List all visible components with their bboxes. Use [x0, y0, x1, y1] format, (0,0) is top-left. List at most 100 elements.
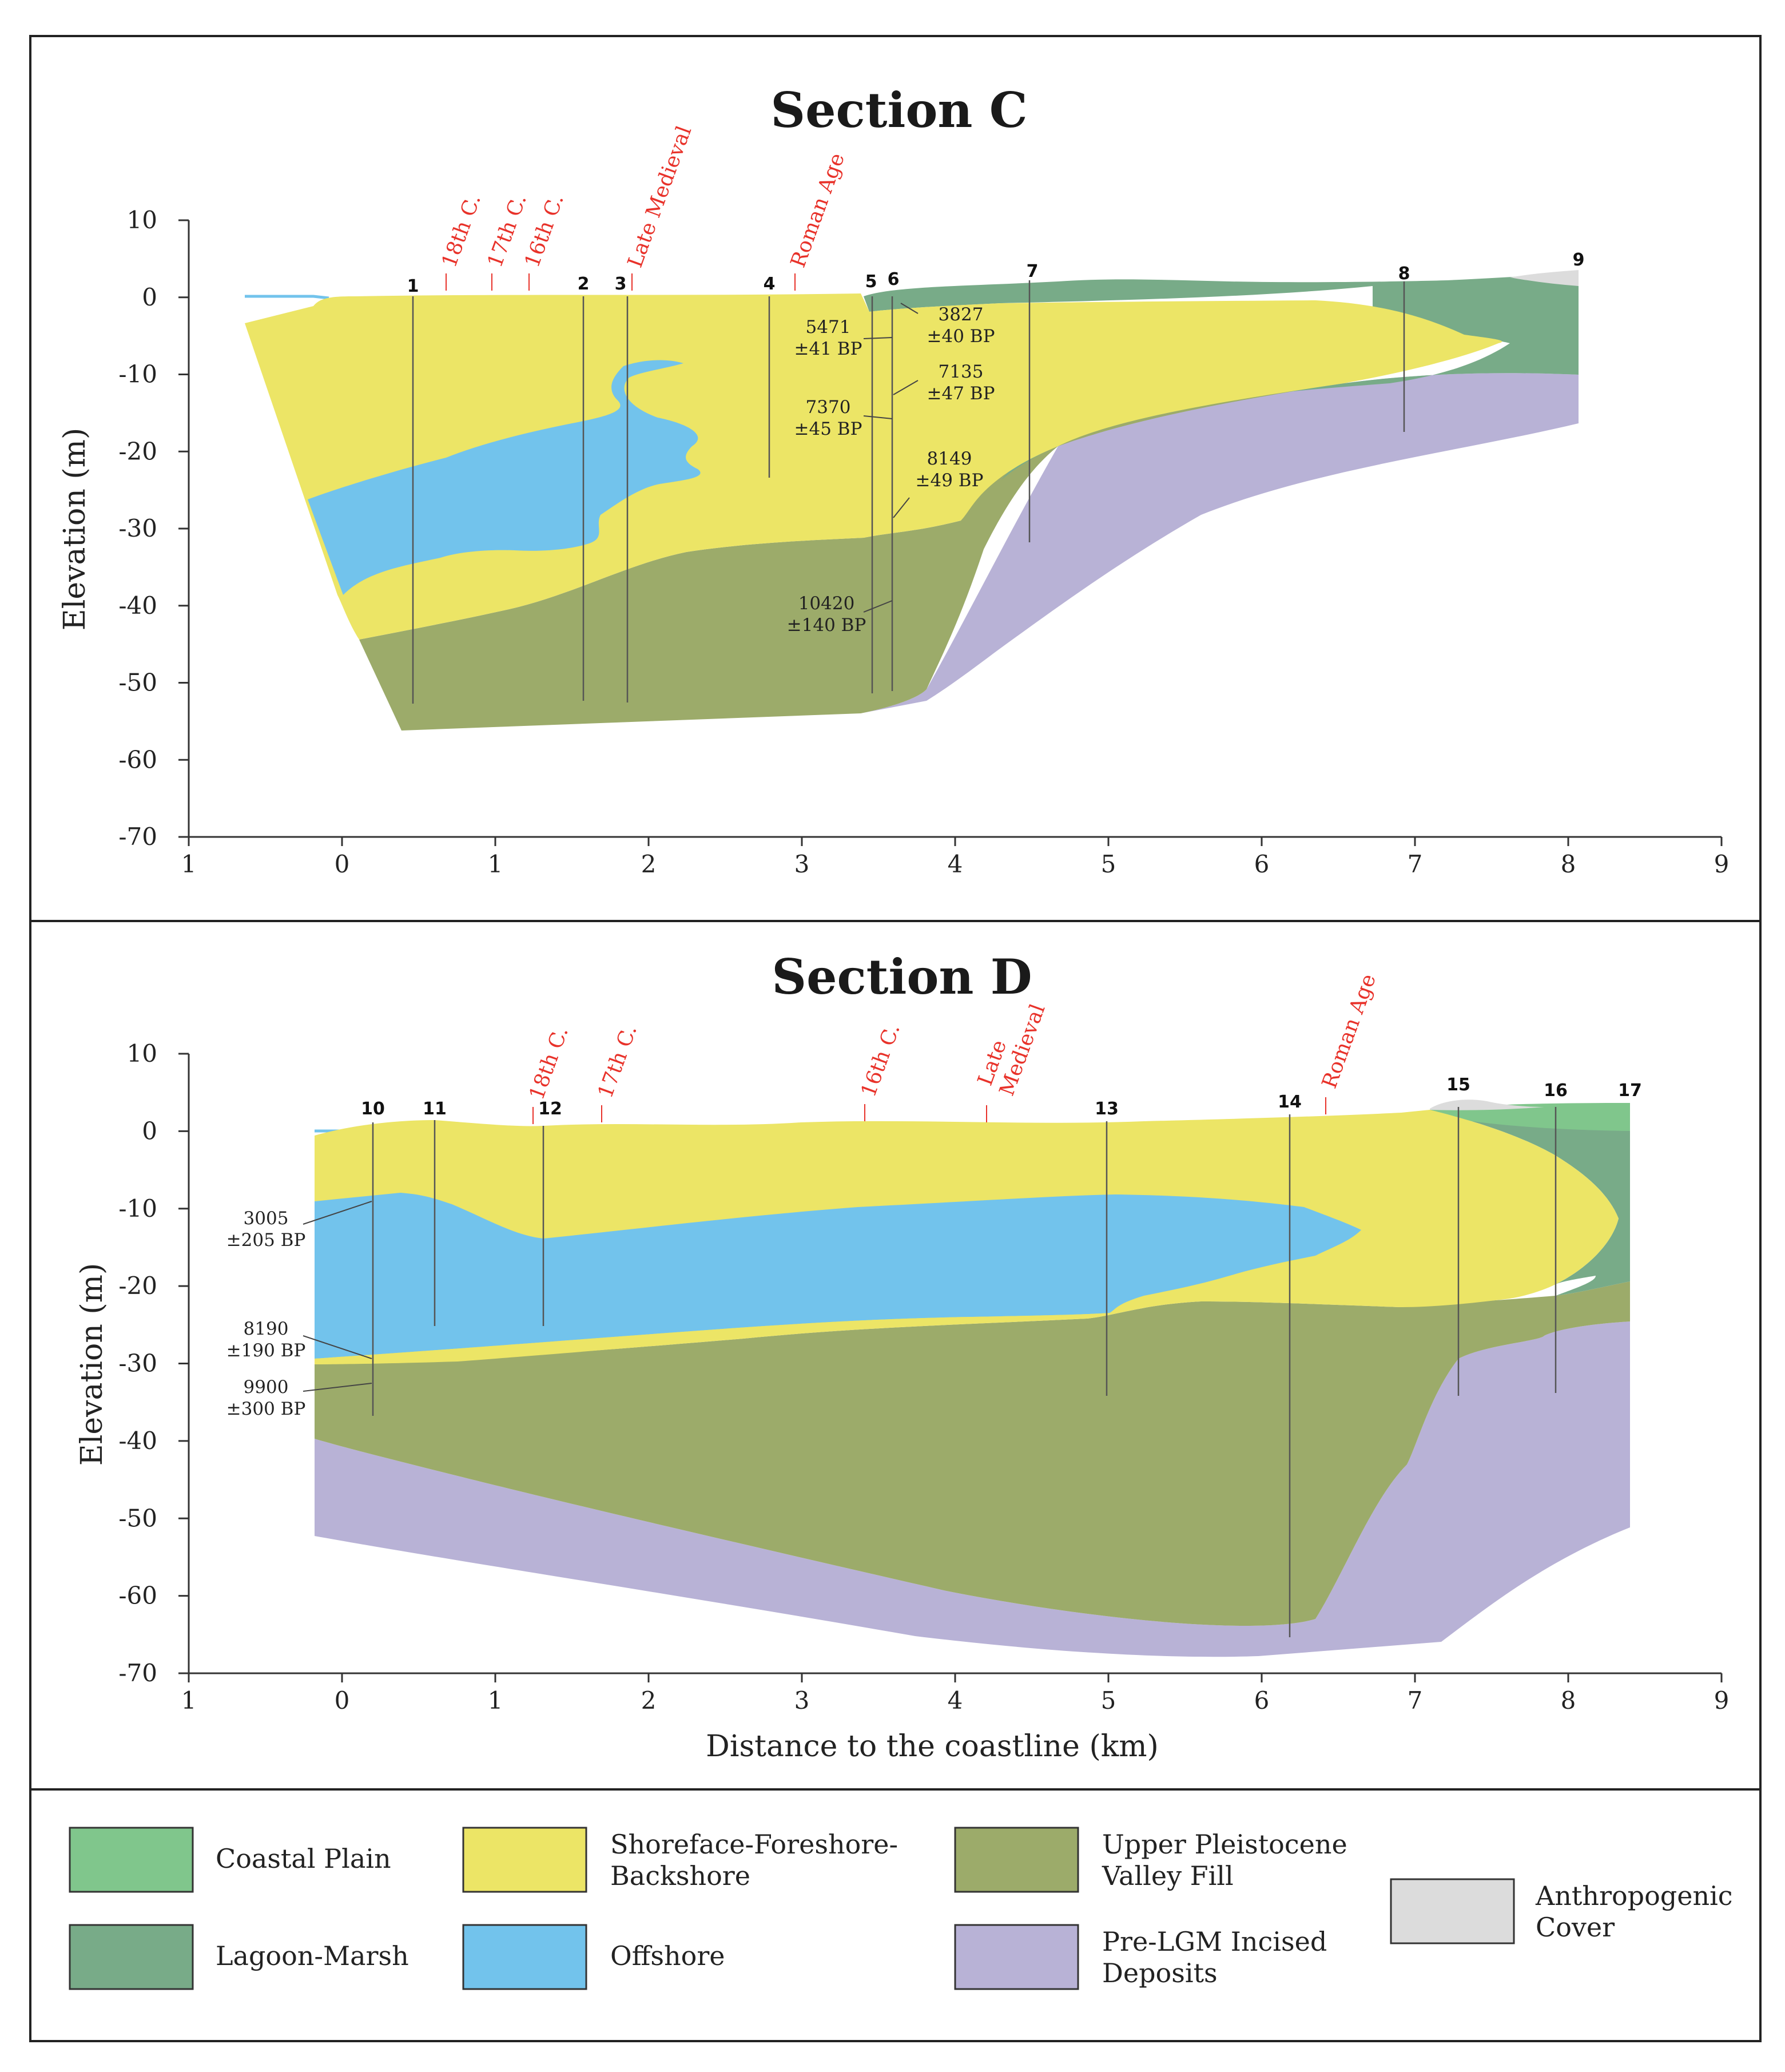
- borehole-label: 1: [407, 276, 419, 296]
- date-error: ±49 BP: [916, 470, 984, 491]
- date-value: 7135: [939, 362, 984, 382]
- x-tick-label: 4: [948, 850, 963, 878]
- section-c: Section C 1: [58, 82, 1729, 878]
- y-tick-label: -40: [118, 1427, 157, 1455]
- x-tick-label: 5: [1101, 1686, 1116, 1714]
- legend: Coastal Plain Lagoon-Marsh Shoreface-For…: [69, 1827, 1733, 1990]
- historic-label: 16th C.: [857, 1021, 905, 1100]
- y-tick-label: -60: [118, 745, 157, 773]
- historic-label: 18th C.: [438, 191, 486, 271]
- pre-lgm-incised-deposits: [861, 373, 1579, 713]
- y-tick-label: -30: [118, 514, 157, 542]
- y-tick-label: 0: [142, 1117, 157, 1145]
- legend-label-lagoon-marsh: Lagoon-Marsh: [216, 1940, 409, 1971]
- anthropogenic-cover: [1510, 270, 1579, 286]
- date-value: 8190: [244, 1319, 289, 1339]
- shoreface-foreshore-backshore-layer: [245, 293, 1502, 640]
- x-tick-label: 2: [641, 1686, 657, 1714]
- y-tick-label: -70: [118, 1659, 157, 1687]
- pre-lgm-incised-deposits: [315, 1321, 1630, 1657]
- date-leader: [900, 303, 919, 314]
- date-leader: [863, 600, 893, 613]
- date-error: ±45 BP: [794, 419, 862, 439]
- x-axis-label: Distance to the coastline (km): [706, 1729, 1159, 1764]
- offshore-layer: [308, 360, 701, 595]
- date-error: ±300 BP: [226, 1399, 306, 1419]
- section-d-layers: [315, 1099, 1630, 1657]
- section-c-title: Section C: [770, 82, 1027, 138]
- borehole-label: 13: [1095, 1099, 1119, 1119]
- legend-label-valley-fill: Valley Fill: [1102, 1860, 1234, 1891]
- date-value: 5471: [806, 317, 851, 338]
- x-tick-label: 1: [181, 850, 197, 878]
- borehole-label: 4: [764, 274, 776, 294]
- x-tick-label: 2: [641, 850, 657, 878]
- date-value: 8149: [927, 448, 972, 469]
- section-d-boreholes: 10 11 12 13 14 15 16 17: [361, 1075, 1642, 1637]
- borehole-label: 9: [1573, 250, 1585, 270]
- date-error: ±47 BP: [927, 383, 995, 404]
- y-tick-label: 10: [127, 206, 157, 234]
- borehole-label: 5: [865, 272, 877, 292]
- legend-label-anthropogenic: Cover: [1536, 1912, 1615, 1943]
- date-leader: [303, 1335, 372, 1359]
- borehole-label: 6: [888, 269, 900, 289]
- lagoon-marsh-layer: [1430, 1107, 1630, 1296]
- borehole-label: 8: [1398, 264, 1410, 284]
- legend-label-shoreface: Backshore: [610, 1860, 750, 1891]
- borehole-label: 12: [538, 1099, 562, 1119]
- x-tick-label: 8: [1561, 850, 1576, 878]
- borehole-label: 3: [615, 274, 627, 294]
- y-tick-label: -40: [118, 592, 157, 620]
- legend-swatch-shoreface: [462, 1827, 587, 1893]
- x-tick-label: 5: [1101, 850, 1116, 878]
- historic-label: 17th C.: [594, 1022, 642, 1101]
- legend-label-pre-lgm: Deposits: [1102, 1958, 1218, 1988]
- historic-label: Roman Age: [1318, 971, 1381, 1091]
- legend-label-coastal-plain: Coastal Plain: [216, 1843, 391, 1874]
- section-c-layers: [245, 270, 1579, 731]
- upper-pleistocene-valley-fill: [359, 343, 1344, 731]
- date-error: ±140 BP: [787, 615, 866, 636]
- x-tick-label: 9: [1714, 1686, 1730, 1714]
- borehole-label: 16: [1544, 1081, 1568, 1101]
- legend-swatch-valley-fill: [954, 1827, 1079, 1893]
- figure-frame: [29, 35, 1762, 2042]
- legend-swatch-coastal-plain: [69, 1827, 194, 1893]
- legend-label-offshore: Offshore: [610, 1940, 725, 1971]
- offshore-layer: [315, 1193, 1361, 1359]
- date-error: ±205 BP: [226, 1230, 306, 1251]
- section-c-boreholes: 1 2 3 4 5 6 7 8 9: [407, 250, 1585, 704]
- date-value: 3827: [939, 304, 984, 325]
- date-error: ±41 BP: [794, 339, 862, 359]
- y-tick-label: -50: [118, 669, 157, 697]
- y-tick-label: -20: [118, 437, 157, 465]
- y-tick-label: -30: [118, 1349, 157, 1378]
- legend-label-anthropogenic: Anthropogenic: [1535, 1880, 1733, 1911]
- date-error: ±190 BP: [226, 1340, 306, 1361]
- date-leader: [863, 415, 893, 419]
- date-leader: [303, 1201, 372, 1225]
- borehole-label: 10: [361, 1099, 385, 1119]
- legend-label-valley-fill: Upper Pleistocene: [1102, 1829, 1347, 1860]
- borehole-label: 2: [578, 274, 590, 294]
- y-tick-label: -20: [118, 1272, 157, 1300]
- x-tick-label: 6: [1254, 850, 1270, 878]
- section-d: Section D: [75, 948, 1729, 1764]
- y-axis-label: Elevation (m): [75, 1263, 109, 1466]
- legend-swatch-offshore: [462, 1924, 587, 1990]
- historic-label: Roman Age: [786, 150, 849, 271]
- shoreface-sliver: [315, 1313, 1110, 1364]
- borehole-label: 15: [1446, 1075, 1470, 1095]
- y-tick-label: -10: [118, 1194, 157, 1222]
- x-tick-label: 1: [488, 1686, 503, 1714]
- x-tick-label: 3: [794, 850, 810, 878]
- x-tick-label: 7: [1408, 1686, 1423, 1714]
- borehole-label: 11: [423, 1099, 447, 1119]
- borehole-label: 14: [1278, 1092, 1302, 1112]
- section-d-title: Section D: [772, 948, 1032, 1005]
- sea-level-line: [245, 295, 329, 300]
- section-d-dates: 3005 ±205 BP 8190 ±190 BP 9900 ±300 BP: [226, 1201, 372, 1419]
- y-tick-label: 0: [142, 283, 157, 311]
